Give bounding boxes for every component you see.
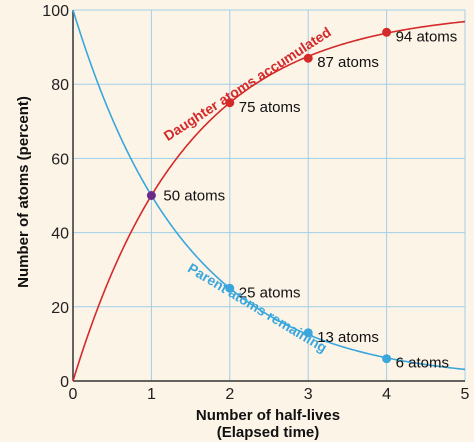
parent-point-label: 6 atoms <box>396 355 449 372</box>
x-axis-subtitle: (Elapsed time) <box>217 424 320 441</box>
x-tick-label: 5 <box>461 386 470 403</box>
daughter-point-label: 75 atoms <box>239 99 301 116</box>
x-tick-label: 2 <box>225 386 234 403</box>
y-tick-label: 40 <box>51 226 69 243</box>
annotations: 75 atoms 87 atoms 94 atoms 25 atoms 13 atoms… <box>161 24 458 372</box>
grid <box>73 9 466 381</box>
y-tick-label: 0 <box>60 374 69 391</box>
parent-point <box>303 328 313 338</box>
x-tick-label: 0 <box>69 386 78 403</box>
daughter-point <box>225 98 235 108</box>
x-axis-title: Number of half-lives <box>196 407 340 424</box>
intersection-point <box>146 191 156 200</box>
daughter-curve <box>72 20 466 382</box>
axes: 0 1 2 3 4 5 0 20 40 60 80 100 <box>42 3 469 403</box>
y-tick-label: 100 <box>42 3 69 20</box>
parent-point-label: 25 atoms <box>239 284 301 301</box>
curves <box>72 9 466 382</box>
daughter-point <box>382 27 392 37</box>
daughter-point-label: 94 atoms <box>396 28 458 45</box>
data-markers <box>146 27 392 364</box>
parent-point-label: 13 atoms <box>317 329 379 346</box>
y-tick-label: 20 <box>51 300 69 317</box>
parent-curve <box>72 9 466 371</box>
y-tick-label: 80 <box>51 77 69 94</box>
x-tick-label: 4 <box>382 386 391 403</box>
y-axis-title: Number of atoms (percent) <box>15 96 32 288</box>
daughter-point <box>303 53 313 63</box>
x-tick-label: 3 <box>304 386 313 403</box>
x-tick-label: 1 <box>147 386 156 403</box>
parent-point <box>225 283 235 293</box>
intersection-label: 50 atoms <box>163 188 225 205</box>
y-tick-label: 60 <box>51 151 69 168</box>
daughter-point-label: 87 atoms <box>317 54 379 71</box>
parent-point <box>382 354 392 364</box>
